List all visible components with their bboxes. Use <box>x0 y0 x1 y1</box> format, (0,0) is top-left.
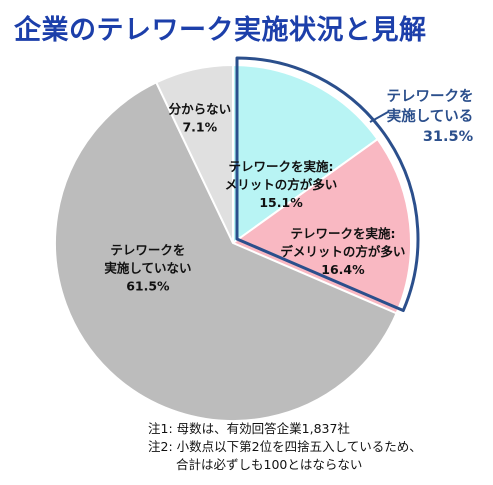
slice-name-merit: テレワークを実施: <box>229 159 334 174</box>
callout-connector <box>369 111 389 123</box>
slice-value-demerit: 16.4% <box>321 262 365 277</box>
pie-slice-not-implemented <box>54 81 398 422</box>
slice-name-merit: メリットの方が多い <box>225 177 338 192</box>
slice-value-unknown: 7.1% <box>182 120 217 135</box>
pie-slice-unknown <box>154 63 234 244</box>
footnote-3: 合計は必ずしも100とはならない <box>176 457 363 472</box>
slice-name-not-implemented: テレワークを <box>110 243 185 258</box>
slice-name-unknown: 分からない <box>169 102 232 117</box>
callout-label: 実施している <box>387 107 474 125</box>
pie-slice-merit <box>232 63 379 245</box>
slice-name-not-implemented: 実施していない <box>104 261 191 276</box>
slice-label-merit: テレワークを実施: メリットの方が多い 15.1% <box>225 159 338 210</box>
footnote-2: 注2: 小数点以下第2位を四捨五入しているため、 <box>148 439 422 454</box>
chart-title: 企業のテレワーク実施状況と見解 <box>14 15 427 46</box>
implemented-highlight-outline <box>235 56 420 313</box>
highlight-layer <box>235 56 420 313</box>
slice-label-unknown: 分からない 7.1% <box>169 102 232 135</box>
footnote-1: 注1: 母数は、有効回答企業1,837社 <box>148 421 350 436</box>
slice-value-not-implemented: 61.5% <box>126 279 170 294</box>
footnotes: 注1: 母数は、有効回答企業1,837社 注2: 小数点以下第2位を四捨五入して… <box>148 420 422 474</box>
labels-layer: テレワークを実施: メリットの方が多い 15.1% テレワークを実施: デメリットの方が… <box>104 88 473 294</box>
slices-layer <box>54 63 412 422</box>
callout-value: 31.5% <box>423 129 474 145</box>
slice-value-merit: 15.1% <box>259 195 303 210</box>
slice-name-demerit: デメリットの方が多い <box>280 244 405 259</box>
slice-name-demerit: テレワークを実施: <box>290 226 395 241</box>
callout-label: テレワークを <box>387 88 474 105</box>
slice-label-demerit: テレワークを実施: デメリットの方が多い 16.4% <box>280 226 405 277</box>
pie-slice-demerit <box>230 137 412 315</box>
